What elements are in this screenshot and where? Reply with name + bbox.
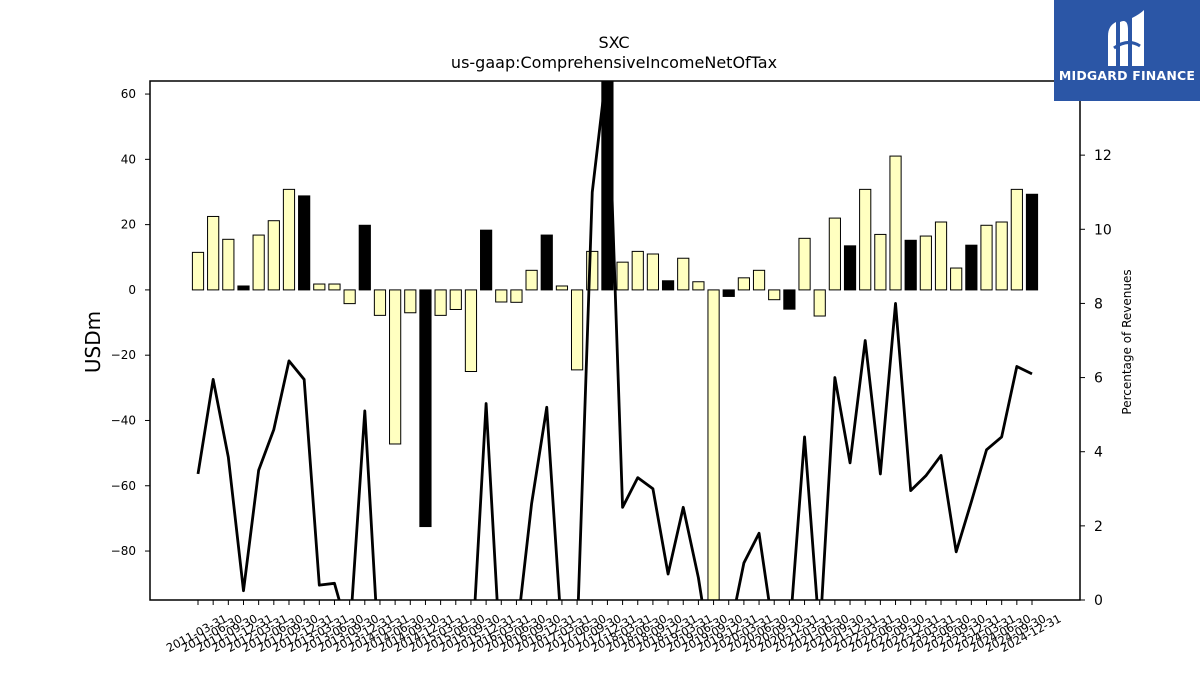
bar-2013-12-31 xyxy=(358,224,371,291)
bar-2017-03-31 xyxy=(555,285,569,291)
y2-tick-label: 6 xyxy=(1094,371,1103,387)
bar-2017-09-30 xyxy=(586,250,599,291)
y-right-axis: 0 2 4 6 8 10 12 xyxy=(1080,148,1112,609)
bar-2014-06-30 xyxy=(389,289,402,445)
bar-2022-03-31 xyxy=(859,188,872,291)
bar-2011-12-31 xyxy=(237,285,250,291)
x-axis: 2011-03-312011-06-302011-09-302011-12-31… xyxy=(164,600,1063,655)
y-axis-label: USDm xyxy=(81,311,105,373)
bar-2016-06-30 xyxy=(510,289,523,303)
bar-2021-06-30 xyxy=(813,289,826,317)
bar-2023-09-30 xyxy=(950,267,963,291)
y-tick-label: −60 xyxy=(111,479,136,493)
bars-layer xyxy=(191,81,1039,600)
y-tick-label: 0 xyxy=(128,283,136,297)
bar-2011-09-30 xyxy=(222,238,235,291)
y2-tick-label: 10 xyxy=(1094,222,1112,238)
bar-2015-12-31 xyxy=(480,229,493,291)
y-tick-label: −80 xyxy=(111,544,136,558)
bar-2019-03-31 xyxy=(677,257,690,291)
bar-2019-12-31 xyxy=(722,289,735,297)
bar-2020-03-31 xyxy=(737,277,750,291)
bar-2024-09-30 xyxy=(1010,188,1023,291)
bar-2012-12-31 xyxy=(298,195,311,291)
bar-2023-06-30 xyxy=(934,221,948,291)
y-tick-label: 60 xyxy=(121,87,136,101)
bar-2013-09-30 xyxy=(343,289,356,305)
bar-2018-12-31 xyxy=(661,280,675,291)
bar-2015-06-30 xyxy=(449,289,462,310)
bar-2020-12-31 xyxy=(783,289,796,310)
logo-mark-icon xyxy=(1108,10,1144,66)
bar-2013-03-31 xyxy=(313,283,326,291)
ratio-line-layer xyxy=(196,81,1033,600)
y2-tick-label: 0 xyxy=(1094,593,1103,609)
bar-2014-12-31 xyxy=(419,289,432,528)
bar-2012-03-31 xyxy=(252,234,265,291)
bar-2019-09-30 xyxy=(707,289,720,600)
bar-2018-03-31 xyxy=(616,261,629,291)
bar-2024-06-30 xyxy=(995,221,1008,291)
y-tick-label: −40 xyxy=(111,413,136,427)
bar-2018-06-30 xyxy=(631,250,644,291)
bar-2021-03-31 xyxy=(798,237,811,291)
bar-2021-12-31 xyxy=(843,245,857,291)
bar-2022-09-30 xyxy=(889,155,902,291)
bar-2011-03-31 xyxy=(191,251,205,291)
y-left-axis: −80 −60 −40 −20 0 20 40 60 xyxy=(111,87,150,558)
chart-title: SXC xyxy=(598,33,629,52)
bar-2014-09-30 xyxy=(404,289,417,314)
bar-2020-09-30 xyxy=(768,289,781,301)
ratio-line xyxy=(196,81,1033,600)
y2-axis-label: Percentage of Revenues xyxy=(1120,269,1134,414)
brand-logo: MIDGARD FINANCE xyxy=(1054,0,1200,101)
bar-2012-09-30 xyxy=(282,188,296,291)
bar-2020-06-30 xyxy=(752,269,766,291)
bar-2024-03-31 xyxy=(980,224,993,291)
bar-2021-09-30 xyxy=(828,217,841,291)
bar-2022-06-30 xyxy=(874,233,887,291)
bar-2015-09-30 xyxy=(464,289,478,373)
bar-2014-03-31 xyxy=(373,289,387,316)
bar-2016-09-30 xyxy=(525,269,538,291)
y-tick-label: 40 xyxy=(121,152,136,166)
bar-2019-06-30 xyxy=(692,281,705,291)
bar-2017-06-30 xyxy=(570,289,584,371)
bar-2013-06-30 xyxy=(328,283,341,291)
bar-2016-03-31 xyxy=(495,289,508,303)
y2-tick-label: 12 xyxy=(1094,148,1112,164)
bar-2023-12-31 xyxy=(965,244,978,291)
plot-frame xyxy=(149,80,1081,601)
y-tick-label: 20 xyxy=(121,218,136,232)
y2-tick-label: 4 xyxy=(1094,445,1103,461)
y-tick-label: −20 xyxy=(111,348,136,362)
bar-2015-03-31 xyxy=(434,289,447,316)
y2-tick-label: 2 xyxy=(1094,519,1103,535)
chart-subtitle: us-gaap:ComprehensiveIncomeNetOfTax xyxy=(451,53,777,72)
bar-2012-06-30 xyxy=(267,220,280,291)
y2-tick-label: 8 xyxy=(1094,296,1103,312)
bar-2022-12-31 xyxy=(904,239,917,291)
bar-2024-12-31 xyxy=(1025,193,1039,291)
bar-2023-03-31 xyxy=(919,235,932,291)
bar-2018-09-30 xyxy=(646,253,660,291)
logo-text: MIDGARD FINANCE xyxy=(1058,68,1196,83)
bar-2011-06-30 xyxy=(207,215,220,291)
bar-2016-12-31 xyxy=(540,234,553,291)
